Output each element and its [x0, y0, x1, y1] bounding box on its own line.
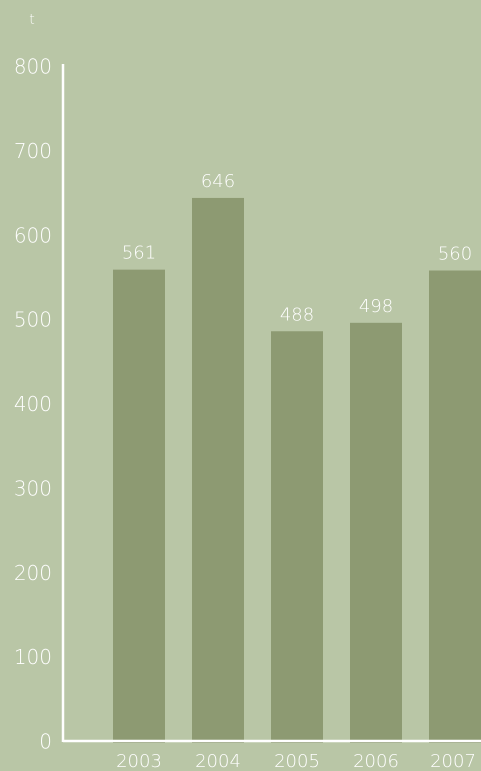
value-label: 488 [280, 304, 314, 325]
y-tick-label: 500 [14, 308, 52, 332]
bar [271, 331, 323, 743]
y-tick-label: 100 [14, 645, 52, 669]
y-tick-label: 200 [14, 561, 52, 585]
x-tick-label: 2006 [353, 751, 399, 771]
y-tick-label: 800 [14, 55, 52, 79]
x-tick-label: 2005 [274, 751, 320, 771]
bar [350, 322, 402, 743]
y-axis-label: t [29, 12, 35, 28]
y-tick-label: 600 [14, 223, 52, 247]
y-tick-label: 0 [39, 730, 52, 754]
bar [429, 270, 481, 743]
value-label: 560 [438, 244, 472, 265]
x-tick-label: 2007 [430, 751, 476, 771]
x-tick-label: 2003 [116, 751, 162, 771]
y-tick-label: 700 [14, 139, 52, 163]
x-tick-label: 2004 [195, 751, 241, 771]
value-label: 561 [122, 243, 156, 264]
value-label: 646 [201, 171, 235, 192]
bar [113, 269, 165, 743]
y-tick-label: 400 [14, 392, 52, 416]
y-tick-label: 300 [14, 476, 52, 500]
value-label: 498 [359, 296, 393, 317]
bar [192, 197, 244, 743]
